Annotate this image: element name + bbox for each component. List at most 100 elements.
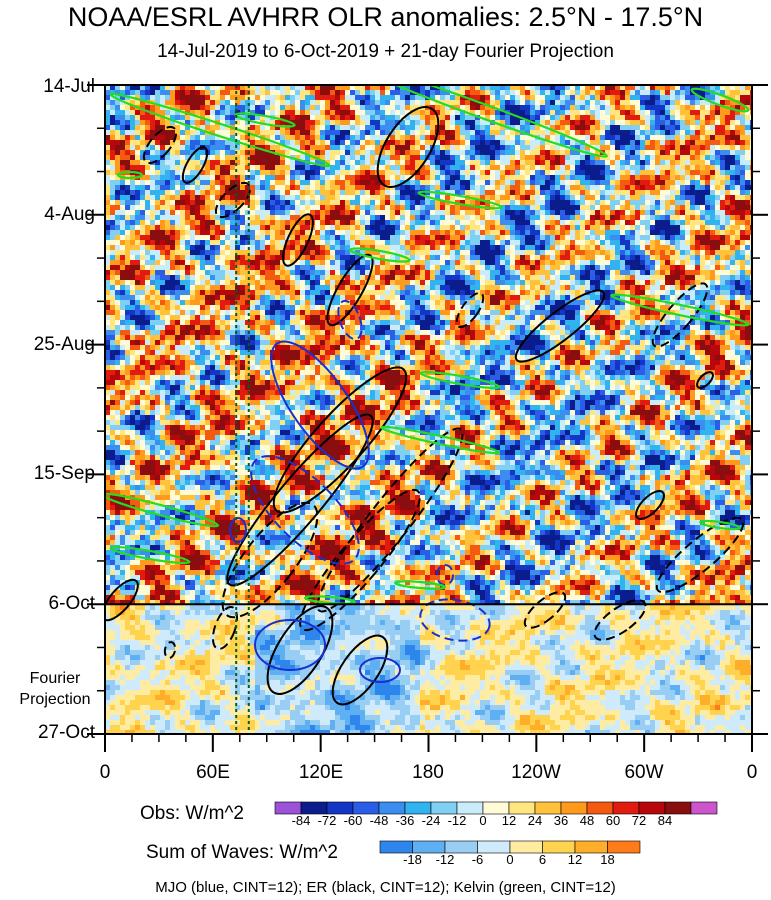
- anomaly-cell: [435, 150, 441, 156]
- anomaly-cell: [540, 180, 546, 186]
- anomaly-cell: [635, 185, 641, 191]
- anomaly-cell: [725, 130, 731, 136]
- anomaly-cell: [175, 195, 181, 201]
- anomaly-cell: [365, 250, 371, 256]
- anomaly-cell: [500, 240, 506, 246]
- anomaly-cell: [440, 135, 446, 141]
- anomaly-cell: [325, 200, 331, 206]
- anomaly-cell: [475, 210, 481, 216]
- anomaly-cell: [740, 140, 746, 146]
- anomaly-cell: [480, 260, 486, 266]
- anomaly-cell: [165, 205, 171, 211]
- anomaly-cell: [520, 155, 526, 161]
- anomaly-cell: [560, 85, 566, 91]
- anomaly-cell: [620, 110, 626, 116]
- anomaly-cell: [530, 190, 536, 196]
- anomaly-cell: [685, 120, 691, 126]
- anomaly-cell: [610, 90, 616, 96]
- anomaly-cell: [545, 200, 551, 206]
- anomaly-cell: [475, 225, 481, 231]
- anomaly-cell: [555, 260, 561, 266]
- anomaly-cell: [260, 195, 266, 201]
- anomaly-cell: [335, 105, 341, 111]
- anomaly-cell: [730, 200, 736, 206]
- anomaly-cell: [145, 185, 151, 191]
- anomaly-cell: [745, 110, 751, 116]
- anomaly-cell: [135, 120, 141, 126]
- anomaly-cell: [270, 85, 276, 91]
- anomaly-cell: [425, 160, 431, 166]
- anomaly-cell: [430, 250, 436, 256]
- anomaly-cell: [495, 175, 501, 181]
- anomaly-cell: [495, 135, 501, 141]
- anomaly-cell: [405, 180, 411, 186]
- anomaly-cell: [560, 135, 566, 141]
- anomaly-cell: [395, 200, 401, 206]
- anomaly-cell: [320, 210, 326, 216]
- anomaly-cell: [240, 215, 246, 221]
- anomaly-cell: [635, 120, 641, 126]
- anomaly-cell: [200, 255, 206, 261]
- anomaly-cell: [335, 270, 341, 276]
- anomaly-cell: [150, 190, 156, 196]
- anomaly-cell: [630, 160, 636, 166]
- anomaly-cell: [405, 240, 411, 246]
- anomaly-cell: [355, 170, 361, 176]
- anomaly-cell: [635, 210, 641, 216]
- anomaly-cell: [280, 245, 286, 251]
- anomaly-cell: [350, 220, 356, 226]
- anomaly-cell: [370, 190, 376, 196]
- anomaly-cell: [385, 210, 391, 216]
- anomaly-cell: [505, 115, 511, 121]
- anomaly-cell: [230, 95, 236, 101]
- anomaly-cell: [265, 200, 271, 206]
- anomaly-cell: [475, 230, 481, 236]
- anomaly-cell: [455, 205, 461, 211]
- anomaly-cell: [350, 110, 356, 116]
- anomaly-cell: [745, 205, 751, 211]
- anomaly-cell: [585, 185, 591, 191]
- anomaly-cell: [175, 115, 181, 121]
- anomaly-cell: [530, 105, 536, 111]
- anomaly-cell: [205, 270, 211, 276]
- anomaly-cell: [690, 125, 696, 131]
- anomaly-cell: [130, 265, 136, 271]
- anomaly-cell: [570, 230, 576, 236]
- anomaly-cell: [450, 120, 456, 126]
- anomaly-cell: [155, 145, 161, 151]
- anomaly-cell: [255, 175, 261, 181]
- anomaly-cell: [115, 90, 121, 96]
- anomaly-cell: [475, 195, 481, 201]
- anomaly-cell: [235, 155, 241, 161]
- anomaly-cell: [590, 210, 596, 216]
- anomaly-cell: [460, 115, 466, 121]
- anomaly-cell: [525, 90, 531, 96]
- anomaly-cell: [550, 260, 556, 266]
- anomaly-cell: [220, 245, 226, 251]
- anomaly-cell: [150, 130, 156, 136]
- anomaly-cell: [720, 135, 726, 141]
- anomaly-cell: [495, 140, 501, 146]
- anomaly-cell: [350, 190, 356, 196]
- anomaly-cell: [680, 150, 686, 156]
- anomaly-cell: [335, 215, 341, 221]
- anomaly-cell: [145, 255, 151, 261]
- anomaly-cell: [615, 95, 621, 101]
- anomaly-cell: [340, 100, 346, 106]
- anomaly-cell: [270, 165, 276, 171]
- anomaly-cell: [620, 265, 626, 271]
- anomaly-cell: [315, 115, 321, 121]
- anomaly-cell: [425, 135, 431, 141]
- anomaly-cell: [380, 230, 386, 236]
- anomaly-cell: [155, 140, 161, 146]
- anomaly-cell: [595, 185, 601, 191]
- anomaly-cell: [330, 275, 336, 281]
- anomaly-cell: [705, 110, 711, 116]
- anomaly-cell: [135, 135, 141, 141]
- anomaly-cell: [570, 255, 576, 261]
- anomaly-cell: [215, 220, 221, 226]
- anomaly-cell: [540, 190, 546, 196]
- anomaly-cell: [120, 225, 126, 231]
- anomaly-cell: [345, 230, 351, 236]
- anomaly-cell: [200, 270, 206, 276]
